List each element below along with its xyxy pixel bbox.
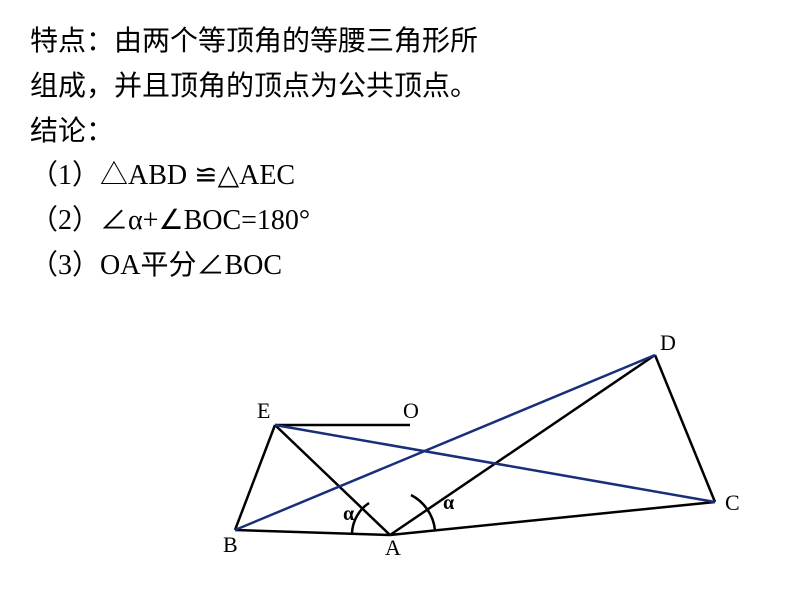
alpha-left: α: [343, 503, 354, 525]
label-E: E: [257, 398, 270, 423]
line-EC: [275, 425, 715, 502]
alpha-right: α: [443, 492, 454, 514]
line-DC: [655, 355, 715, 502]
label-A: A: [385, 535, 401, 560]
diagram-svg: B A C E D O α α: [195, 300, 755, 580]
text-line-3: 结论：: [30, 110, 770, 155]
line-BE: [235, 425, 275, 530]
text-line-1: 特点：由两个等顶角的等腰三角形所: [30, 20, 770, 65]
text-line-4: （1）△ABD ≌△AEC: [30, 154, 770, 199]
text-line-2: 组成，并且顶角的顶点为公共顶点。: [30, 65, 770, 110]
label-C: C: [725, 490, 740, 515]
label-B: B: [223, 532, 238, 557]
label-D: D: [660, 330, 676, 355]
text-line-6: （3）OA平分∠BOC: [30, 244, 770, 289]
label-O: O: [403, 398, 419, 423]
geometry-diagram: B A C E D O α α: [195, 300, 755, 580]
text-line-5: （2）∠α+∠BOC=180°: [30, 199, 770, 244]
line-AD: [390, 355, 655, 535]
line-BA: [235, 530, 390, 535]
line-AC: [390, 502, 715, 535]
text-content: 特点：由两个等顶角的等腰三角形所 组成，并且顶角的顶点为公共顶点。 结论： （1…: [30, 20, 770, 289]
